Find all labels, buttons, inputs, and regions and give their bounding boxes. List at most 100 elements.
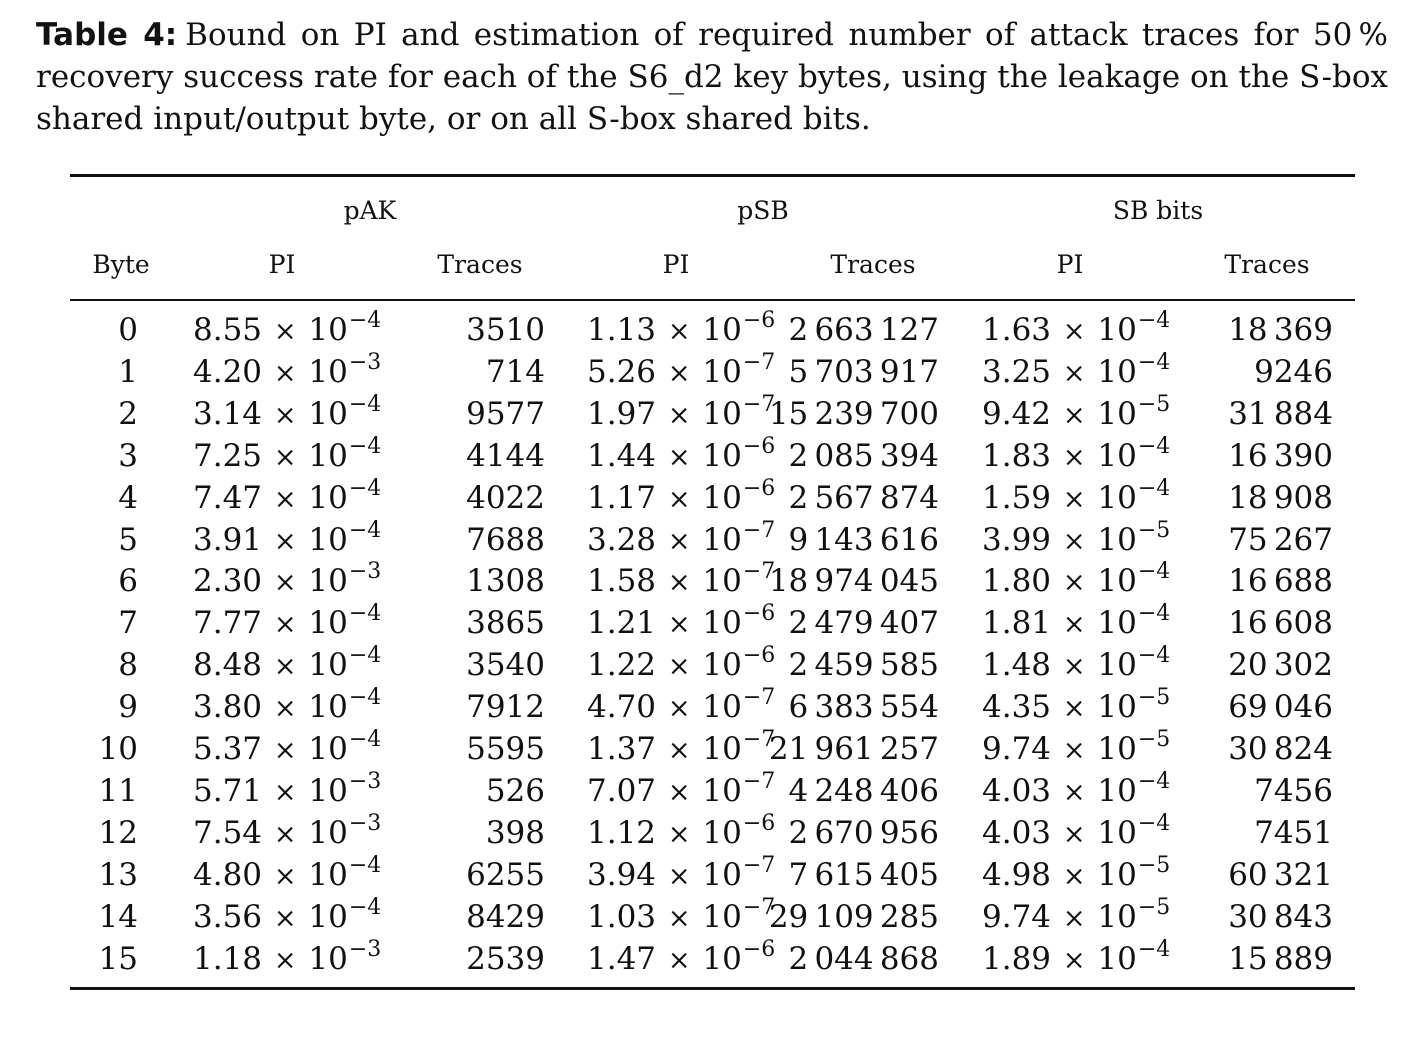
table-row: 2 3.14 × 10−4 9577 1.97 × 10−7 15 239 700 9.4…: [0, 391, 1415, 435]
pi-base: 10: [1097, 437, 1137, 474]
pi-mantissa: 3.25: [982, 353, 1052, 390]
sb-traces-cell: 60 321: [1228, 856, 1333, 893]
pi-exponent: −4: [348, 475, 382, 501]
pak-traces-cell: 4022: [466, 479, 545, 516]
pi-mantissa: 1.18: [193, 940, 263, 977]
pak-traces-cell: 7912: [466, 689, 545, 726]
times-sign: ×: [1062, 316, 1086, 347]
times-sign: ×: [667, 651, 691, 683]
pi-base: 10: [1097, 395, 1137, 432]
times-sign: ×: [1062, 399, 1086, 431]
byte-cell: 14: [98, 898, 138, 935]
times-sign: ×: [273, 567, 297, 599]
byte-cell: 2: [118, 395, 138, 432]
pi-base: 10: [702, 605, 742, 642]
pi-exponent: −5: [1137, 894, 1171, 920]
pi-mantissa: 3.14: [193, 395, 263, 432]
times-sign: ×: [1062, 693, 1086, 725]
sb-traces-cell: 15 889: [1228, 940, 1333, 977]
pi-mantissa: 3.99: [982, 521, 1052, 558]
times-sign: ×: [273, 357, 297, 389]
pi-base: 10: [1097, 940, 1137, 977]
times-sign: ×: [667, 735, 691, 766]
pak-pi-cell: 3.91 × 10−4: [193, 517, 382, 565]
times-sign: ×: [667, 483, 691, 515]
pi-exponent: −7: [742, 517, 776, 543]
column-header-pak-pi: PI: [268, 250, 296, 279]
pi-base: 10: [308, 731, 348, 767]
byte-cell: 3: [118, 437, 138, 474]
sb-pi-cell: 1.63 × 10−4: [982, 308, 1171, 355]
times-sign: ×: [273, 818, 297, 850]
sb-pi-cell: 1.48 × 10−4: [982, 643, 1170, 690]
byte-cell: 7: [118, 605, 138, 642]
times-sign: ×: [667, 902, 691, 934]
pi-base: 10: [308, 605, 348, 642]
pi-exponent: −4: [1137, 308, 1171, 333]
psb-traces-cell: 29 109 285: [768, 898, 939, 935]
byte-cell: 6: [118, 563, 138, 600]
psb-pi-cell: 1.13 × 10−6: [587, 308, 775, 355]
table-row: 15 1.18 × 10−3 2539 1.47 × 10−6 2 044 868 1.8…: [0, 937, 1415, 980]
pi-base: 10: [1097, 814, 1137, 851]
pi-base: 10: [308, 563, 348, 600]
sb-pi-cell: 1.81 × 10−4: [982, 601, 1170, 648]
sb-pi-cell: 1.59 × 10−4: [982, 476, 1170, 523]
times-sign: ×: [1062, 860, 1086, 892]
pak-pi-cell: 3.80 × 10−4: [193, 685, 381, 732]
times-sign: ×: [667, 609, 691, 641]
pi-mantissa: 4.70: [587, 689, 657, 726]
times-sign: ×: [273, 902, 297, 934]
table-caption: Table 4: Bound on PI and estimation of re…: [36, 14, 1388, 140]
pi-exponent: −3: [348, 349, 382, 375]
pi-base: 10: [702, 563, 742, 600]
pak-pi-cell: 7.25 × 10−4: [193, 434, 381, 481]
pak-traces-cell: 6255: [466, 856, 545, 893]
pi-base: 10: [308, 772, 348, 809]
table-row: 1 4.20 × 10−3 714 5.26 × 10−7 5 703 917 3.25 …: [0, 349, 1415, 393]
pak-pi-cell: 1.18 × 10−3: [193, 937, 381, 984]
pi-base: 10: [308, 521, 348, 558]
pi-mantissa: 1.89: [982, 940, 1052, 977]
pi-base: 10: [1097, 521, 1137, 558]
pi-mantissa: 1.63: [982, 312, 1052, 348]
table-row: 13 4.80 × 10−4 6255 3.94 × 10−7 7 615 405 4.9…: [0, 852, 1415, 896]
pi-exponent: −7: [742, 727, 776, 752]
sb-traces-cell: 7456: [1254, 772, 1333, 809]
pi-exponent: −4: [348, 894, 382, 920]
pi-mantissa: 4.20: [193, 353, 263, 390]
byte-cell: 15: [98, 940, 138, 977]
times-sign: ×: [273, 441, 297, 473]
table-row: 8 8.48 × 10−4 3540 1.22 × 10−6 2 459 585 1.48…: [0, 643, 1415, 686]
pak-pi-cell: 5.37 × 10−4: [193, 727, 381, 774]
pak-traces-cell: 4144: [466, 437, 545, 474]
pi-base: 10: [308, 353, 348, 390]
times-sign: ×: [667, 860, 691, 892]
psb-traces-cell: 6 383 554: [788, 689, 939, 726]
table-row: 7 7.77 × 10−4 3865 1.21 × 10−6 2 479 407 1.81…: [0, 601, 1415, 644]
pi-exponent: −7: [742, 391, 776, 417]
pi-base: 10: [308, 940, 348, 977]
times-sign: ×: [273, 609, 297, 641]
group-header-psb: pSB: [737, 196, 789, 225]
pi-exponent: −4: [348, 517, 382, 543]
pak-pi-cell: 7.77 × 10−4: [193, 601, 381, 648]
pi-base: 10: [1097, 731, 1137, 767]
pi-exponent: −7: [742, 685, 776, 711]
times-sign: ×: [273, 693, 297, 725]
column-header-sb-pi: PI: [1056, 250, 1084, 279]
pi-exponent: −4: [1137, 559, 1171, 585]
table-row: 3 7.25 × 10−4 4144 1.44 × 10−6 2 085 394 1.83…: [0, 434, 1415, 477]
times-sign: ×: [273, 735, 297, 766]
pak-pi-cell: 2.30 × 10−3: [193, 559, 381, 606]
table-row: 4 7.47 × 10−4 4022 1.17 × 10−6 2 567 874 1.59…: [0, 475, 1415, 519]
pi-exponent: −7: [742, 852, 776, 878]
pak-traces-cell: 8429: [466, 898, 545, 935]
pi-exponent: −6: [742, 810, 776, 836]
pak-traces-cell: 714: [485, 353, 545, 390]
times-sign: ×: [273, 399, 297, 431]
psb-pi-cell: 5.26 × 10−7: [587, 350, 775, 397]
times-sign: ×: [667, 776, 691, 808]
pi-base: 10: [308, 647, 348, 684]
byte-cell: 1: [118, 353, 138, 390]
